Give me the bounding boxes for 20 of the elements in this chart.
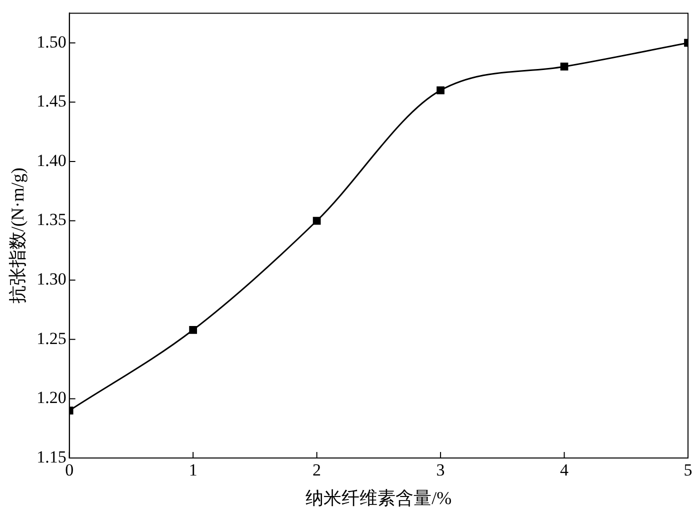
y-tick-label: 1.15 — [36, 447, 66, 466]
x-tick-label: 0 — [65, 460, 74, 480]
point — [312, 216, 321, 225]
y-tick-label: 1.40 — [36, 150, 66, 170]
x-tick-label: 1 — [188, 460, 198, 480]
y-tick-label: 1.45 — [36, 92, 66, 111]
y-axis-title: 抗张指数/(N·m/g) — [8, 168, 28, 304]
y-tick-label: 1.50 — [36, 32, 66, 52]
y-tick-label: 1.35 — [36, 210, 66, 230]
x-axis-title: 纳米纤维素含量/% — [306, 488, 452, 508]
x-tick-label: 5 — [684, 460, 692, 480]
y-tick-label: 1.25 — [36, 328, 66, 348]
x-tick-label: 4 — [560, 460, 570, 480]
point — [189, 326, 198, 334]
point — [436, 86, 444, 94]
point — [560, 62, 568, 71]
x-tick-label: 3 — [436, 460, 445, 480]
y-tick-label: 1.30 — [36, 270, 66, 289]
y-tick-label: 1.20 — [36, 388, 66, 408]
x-tick-label: 2 — [312, 460, 322, 480]
